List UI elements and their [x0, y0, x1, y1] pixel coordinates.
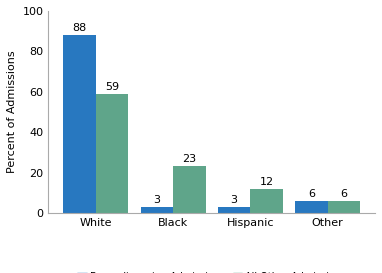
Bar — [141, 207, 173, 213]
Text: 12: 12 — [259, 177, 274, 187]
Text: 3: 3 — [231, 195, 238, 205]
Y-axis label: Percent of Admissions: Percent of Admissions — [7, 51, 17, 173]
Text: 88: 88 — [72, 23, 87, 33]
Text: 59: 59 — [105, 82, 119, 92]
Bar — [250, 189, 283, 213]
Text: 6: 6 — [340, 189, 348, 199]
Text: 3: 3 — [153, 195, 160, 205]
Bar — [295, 201, 328, 213]
Legend: Benzodiazepine Admissions, All Other Admissions: Benzodiazepine Admissions, All Other Adm… — [73, 268, 350, 273]
Bar — [63, 35, 96, 213]
Bar — [96, 94, 128, 213]
Text: 23: 23 — [182, 155, 196, 164]
Text: 6: 6 — [308, 189, 315, 199]
Bar — [218, 207, 250, 213]
Bar — [173, 167, 206, 213]
Bar — [328, 201, 360, 213]
